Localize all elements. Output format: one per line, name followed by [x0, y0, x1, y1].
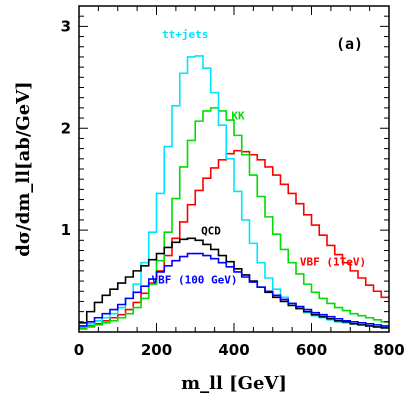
- x-tick-label: 600: [296, 341, 327, 359]
- x-tick-label: 200: [141, 341, 172, 359]
- axis-ticks: [78, 5, 390, 333]
- x-axis-title: m_ll [GeV]: [181, 373, 287, 394]
- x-tick-label: 400: [218, 341, 249, 359]
- series-labels: VBF (1TeV) KK tt+jets QCD VBF (100 GeV): [151, 28, 366, 287]
- x-tick-label: 0: [74, 341, 84, 359]
- series-label-tt-jets: tt+jets: [162, 28, 208, 41]
- series-line-qcd: [79, 237, 389, 329]
- series-label-vbf-1tev: VBF (1TeV): [300, 255, 366, 268]
- y-axis-title: dσ/dm_ll[ab/GeV]: [13, 81, 34, 256]
- plot-curves: [79, 55, 389, 330]
- tick-labels: 0 200 400 600 800 1 2 3: [61, 17, 405, 359]
- y-tick-label: 2: [61, 119, 71, 137]
- series-line-kk: [79, 107, 389, 330]
- series-label-vbf-100-gev: VBF (100 GeV): [151, 274, 237, 287]
- x-tick-label: 800: [373, 341, 404, 359]
- y-tick-label: 1: [61, 221, 71, 239]
- y-tick-label: 3: [61, 17, 71, 35]
- series-label-kk: KK: [231, 109, 245, 122]
- series-label-qcd: QCD: [201, 224, 221, 237]
- panel-label: (a): [336, 35, 363, 53]
- series-line-vbf-100-gev: [79, 252, 389, 327]
